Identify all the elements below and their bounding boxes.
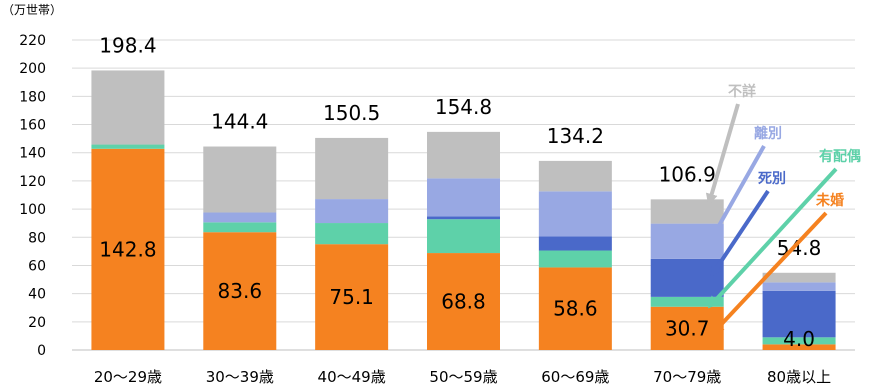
bar-segment — [315, 199, 389, 224]
annotation-arrow — [710, 189, 770, 277]
bar-total-label: 106.9 — [659, 162, 716, 186]
bar-segment — [762, 344, 836, 350]
annotation-arrow — [707, 167, 838, 309]
x-category-label: 70～79歳 — [653, 368, 721, 386]
bar-segment — [427, 178, 500, 217]
bar-inner-label: 75.1 — [329, 285, 374, 309]
y-axis-unit-label: （万世帯） — [2, 3, 62, 17]
bar-segment — [203, 212, 277, 223]
y-tick-label: 140 — [19, 146, 46, 162]
y-axis-ticks: 0 20 40 60 80 100 120 140 160 180 200 220 — [19, 33, 46, 359]
annotation-arrow — [709, 145, 766, 244]
bars — [91, 70, 836, 350]
bar-inner-label: 83.6 — [218, 279, 263, 303]
annotation-arrow — [705, 103, 740, 206]
y-tick-label: 60 — [28, 258, 46, 274]
bar-segment — [538, 250, 612, 268]
bar-segment — [650, 223, 724, 259]
bar-segment — [650, 306, 724, 350]
bar-inner-label: 58.6 — [553, 297, 598, 321]
bar-segment — [203, 232, 277, 350]
bar-segment — [427, 219, 500, 254]
bar-segment — [315, 137, 389, 200]
bar-total-label: 150.5 — [323, 101, 380, 125]
y-tick-label: 80 — [28, 230, 46, 246]
bar-segment — [427, 131, 500, 179]
y-tick-label: 100 — [19, 202, 46, 218]
annotation-label: 未婚 — [816, 192, 844, 209]
annotation-label: 死別 — [757, 171, 786, 187]
bar-segment — [650, 199, 724, 224]
data-labels: 198.4 142.8 144.4 83.6 150.5 75.1 154.8 68.8 134… — [99, 33, 821, 351]
y-tick-label: 160 — [19, 118, 46, 134]
bar-segment — [315, 244, 389, 350]
bar-segment — [538, 160, 612, 192]
bar-segment — [91, 148, 165, 350]
annotation-arrow — [711, 211, 828, 335]
bar-segment — [203, 146, 277, 213]
bar-segment — [427, 216, 500, 220]
bar-total-label: 154.8 — [435, 95, 492, 119]
bar-total-label: 134.2 — [547, 124, 604, 148]
bar-segment — [538, 267, 612, 350]
x-category-label: 80歳以上 — [767, 368, 831, 386]
annotation-label: 有配偶 — [819, 148, 861, 165]
category-labels: 20～29歳 30～39歳 40～49歳 50～59歳 60～69歳 70～79歳 80歳以… — [94, 368, 831, 386]
y-tick-label: 220 — [19, 33, 46, 49]
bar-inner-label: 30.7 — [665, 316, 710, 340]
y-tick-label: 40 — [28, 287, 46, 303]
y-tick-label: 0 — [37, 343, 46, 359]
x-category-label: 40～49歳 — [318, 368, 386, 386]
x-category-label: 20～29歳 — [94, 368, 162, 386]
bar-segment — [762, 282, 836, 291]
y-tick-label: 20 — [28, 315, 46, 331]
bar-segment — [538, 236, 612, 251]
bar-segment — [91, 144, 165, 149]
x-category-label: 60～69歳 — [541, 368, 609, 386]
bar-segment — [650, 258, 724, 297]
bar-segment — [315, 223, 389, 245]
bar-segment — [91, 70, 165, 145]
bar-segment — [650, 296, 724, 307]
bar-total-label: 198.4 — [99, 33, 156, 57]
bar-total-label: 144.4 — [211, 110, 268, 134]
y-tick-label: 180 — [19, 89, 46, 105]
annotation-label: 不詳 — [728, 83, 756, 100]
bar-segment — [203, 222, 277, 233]
bar-segment — [538, 191, 612, 237]
annotation-label: 離別 — [754, 125, 782, 142]
x-category-label: 50～59歳 — [429, 368, 497, 386]
x-category-label: 30～39歳 — [206, 368, 274, 386]
bar-segment — [762, 272, 836, 283]
bar-segment — [427, 253, 500, 350]
bar-segment — [762, 337, 836, 345]
y-tick-label: 120 — [19, 174, 46, 190]
bar-inner-label: 142.8 — [99, 237, 156, 261]
bar-inner-label: 4.0 — [783, 327, 815, 351]
bar-inner-label: 68.8 — [441, 290, 486, 314]
bar-segment — [762, 290, 836, 338]
y-tick-label: 200 — [19, 61, 46, 77]
